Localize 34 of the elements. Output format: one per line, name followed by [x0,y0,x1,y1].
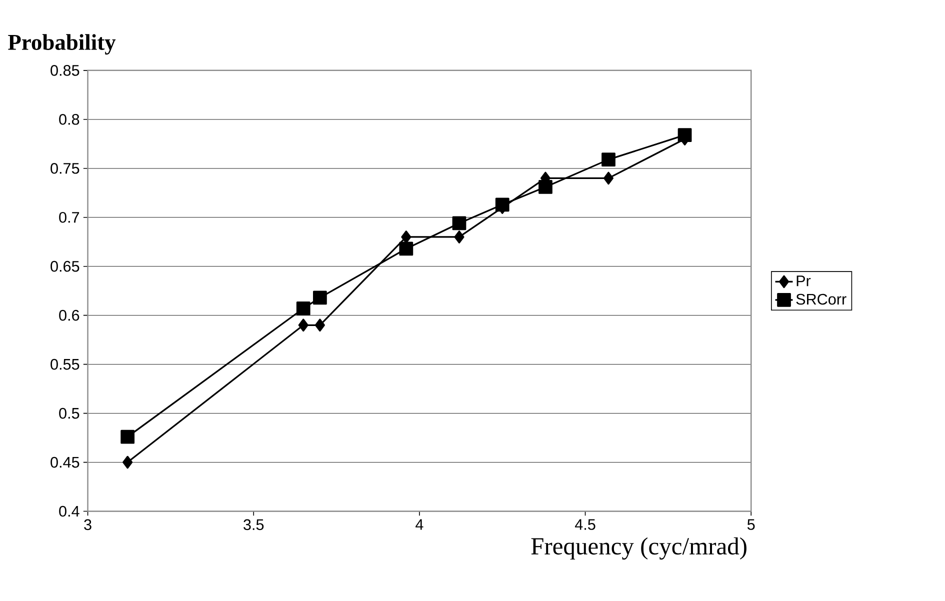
y-tick-label: 0.7 [59,212,80,223]
point [298,318,308,332]
y-tick-label: 0.45 [50,456,80,468]
point [401,230,412,244]
point [399,242,414,256]
x-tick-label: 3.5 [244,519,264,530]
point [454,230,464,244]
point [296,302,310,316]
point [495,198,510,212]
y-tick-label: 0.75 [50,162,80,174]
y-tick-label: 0.4 [59,506,80,517]
y-tick-label: 0.8 [59,114,80,125]
legend-label: Pr [796,276,811,286]
legend-label: SRCorr [796,294,846,305]
point [602,152,616,166]
x-axis-title: Frequency (cyc/mrad) [531,537,746,560]
x-tick-label: 5 [747,519,755,530]
y-tick-label: 0.5 [59,408,80,419]
point [122,456,133,469]
x-tick-label: 4 [416,519,424,530]
point [120,430,135,444]
point [314,318,325,332]
y-tick-label: 0.6 [59,310,80,321]
point [603,172,614,185]
point [538,180,552,194]
point [678,128,692,142]
point [312,290,327,305]
chart-title: Probability [8,34,116,55]
x-tick-label: 3 [84,519,92,530]
point [452,216,466,230]
x-tick-label: 4.5 [574,519,596,530]
y-tick-label: 0.55 [50,358,80,370]
y-tick-label: 0.65 [50,260,80,272]
y-tick-label: 0.85 [50,64,80,76]
